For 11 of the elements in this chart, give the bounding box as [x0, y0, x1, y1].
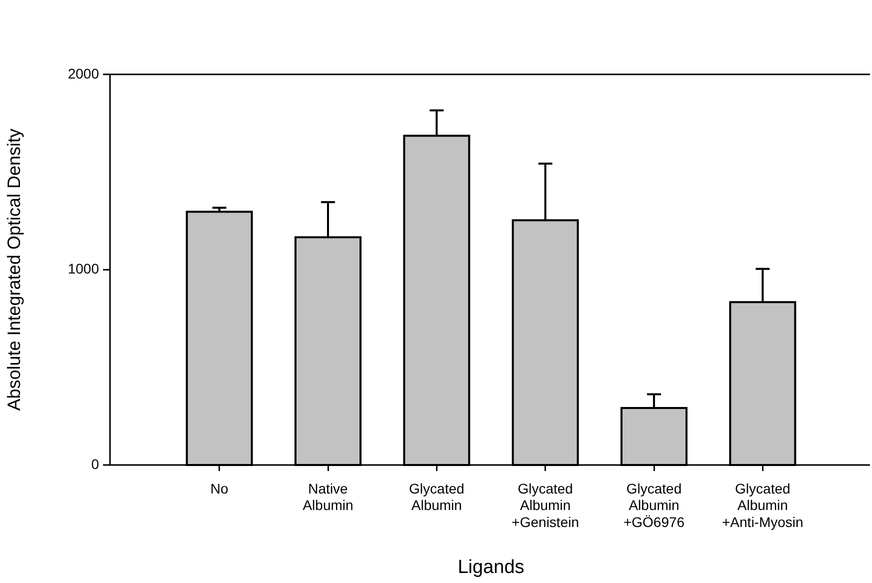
- x-tick-label: Glycated Albumin +Genistein: [512, 480, 579, 530]
- x-tick-label: No: [210, 480, 228, 496]
- y-axis-title: Absolute Integrated Optical Density: [4, 128, 24, 411]
- x-tick-label: Glycated Albumin +GÖ6976: [623, 480, 685, 530]
- y-tick-label: 0: [91, 456, 100, 472]
- y-tick-label: 1000: [68, 260, 100, 277]
- x-tick-label: Glycated Albumin +Anti-Myosin: [722, 480, 804, 530]
- x-tick-label: Native Albumin: [302, 480, 354, 514]
- x-tick-label: Glycated Albumin: [409, 480, 464, 514]
- y-tick-label: 2000: [68, 65, 100, 82]
- x-axis-title: Ligands: [458, 556, 524, 578]
